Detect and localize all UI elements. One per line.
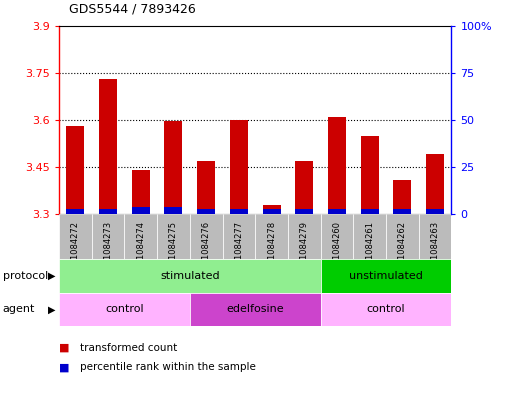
Bar xyxy=(263,205,281,214)
Text: ▶: ▶ xyxy=(48,305,55,314)
Bar xyxy=(230,120,248,214)
Bar xyxy=(328,209,346,214)
Text: GSM1084274: GSM1084274 xyxy=(136,221,145,277)
Text: GSM1084273: GSM1084273 xyxy=(104,221,112,277)
Bar xyxy=(59,293,190,326)
Bar xyxy=(190,293,321,326)
Bar xyxy=(190,214,223,259)
Bar xyxy=(99,209,117,214)
Bar xyxy=(255,214,288,259)
Text: GSM1084277: GSM1084277 xyxy=(234,221,243,277)
Bar xyxy=(157,214,190,259)
Bar xyxy=(295,161,313,214)
Bar xyxy=(230,209,248,214)
Bar xyxy=(66,209,84,214)
Bar xyxy=(197,209,215,214)
Text: GSM1084279: GSM1084279 xyxy=(300,221,309,277)
Bar xyxy=(59,214,92,259)
Text: GSM1084276: GSM1084276 xyxy=(202,221,211,277)
Bar xyxy=(66,126,84,214)
Text: agent: agent xyxy=(3,305,35,314)
Text: ■: ■ xyxy=(59,362,69,373)
Bar xyxy=(321,259,451,293)
Bar xyxy=(124,214,157,259)
Text: GSM1084262: GSM1084262 xyxy=(398,221,407,277)
Text: edelfosine: edelfosine xyxy=(226,305,284,314)
Text: GSM1084261: GSM1084261 xyxy=(365,221,374,277)
Text: ■: ■ xyxy=(59,343,69,353)
Bar xyxy=(426,209,444,214)
Text: protocol: protocol xyxy=(3,271,48,281)
Text: transformed count: transformed count xyxy=(80,343,177,353)
Bar xyxy=(223,214,255,259)
Bar xyxy=(165,121,183,214)
Bar xyxy=(353,214,386,259)
Text: GSM1084275: GSM1084275 xyxy=(169,221,178,277)
Bar xyxy=(288,214,321,259)
Text: GDS5544 / 7893426: GDS5544 / 7893426 xyxy=(69,3,196,16)
Text: control: control xyxy=(367,305,405,314)
Bar xyxy=(393,209,411,214)
Text: GSM1084263: GSM1084263 xyxy=(430,221,440,277)
Text: GSM1084278: GSM1084278 xyxy=(267,221,276,277)
Text: control: control xyxy=(105,305,144,314)
Bar xyxy=(328,117,346,214)
Text: GSM1084260: GSM1084260 xyxy=(332,221,342,277)
Text: unstimulated: unstimulated xyxy=(349,271,423,281)
Bar xyxy=(361,136,379,214)
Bar xyxy=(295,209,313,214)
Text: percentile rank within the sample: percentile rank within the sample xyxy=(80,362,255,373)
Bar xyxy=(263,209,281,214)
Bar xyxy=(386,214,419,259)
Bar xyxy=(59,259,321,293)
Text: stimulated: stimulated xyxy=(160,271,220,281)
Text: GSM1084272: GSM1084272 xyxy=(71,221,80,277)
Bar xyxy=(92,214,125,259)
Bar xyxy=(321,293,451,326)
Bar xyxy=(361,209,379,214)
Bar xyxy=(419,214,451,259)
Bar xyxy=(426,154,444,214)
Bar xyxy=(393,180,411,214)
Text: ▶: ▶ xyxy=(48,271,55,281)
Bar xyxy=(165,207,183,214)
Bar xyxy=(197,161,215,214)
Bar xyxy=(132,207,150,214)
Bar xyxy=(99,79,117,214)
Bar xyxy=(132,170,150,214)
Bar xyxy=(321,214,353,259)
